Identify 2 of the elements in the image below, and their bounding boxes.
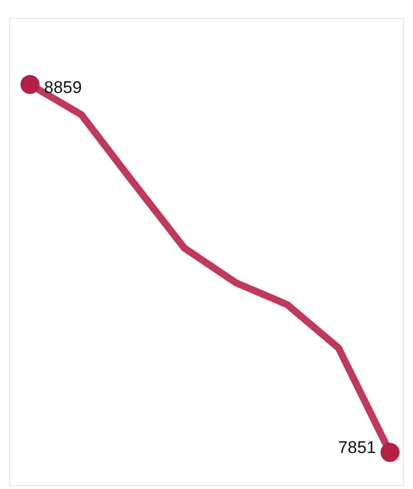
data-label: 8859 xyxy=(44,78,82,98)
data-label: 7851 xyxy=(338,438,376,458)
